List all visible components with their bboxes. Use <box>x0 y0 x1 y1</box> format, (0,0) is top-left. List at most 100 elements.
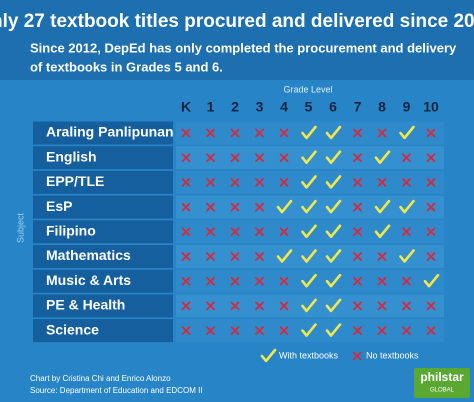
cross-mark <box>402 153 411 163</box>
cross-mark <box>181 301 191 311</box>
cross-mark <box>279 128 289 138</box>
source: Source: Department of Education and EDCO… <box>30 386 203 395</box>
cross-mark <box>230 326 240 335</box>
row-label: PE & Health <box>46 297 125 313</box>
legend-cross <box>352 351 362 361</box>
cross-mark <box>206 301 215 311</box>
row-label-box <box>33 319 173 343</box>
check-mark <box>325 125 342 140</box>
column-header: 1 <box>207 99 215 115</box>
subtitle: of textbooks in Grades 5 and 6. <box>30 59 223 74</box>
cross-mark <box>230 202 240 212</box>
cross-mark <box>426 153 436 163</box>
check-mark <box>301 150 317 164</box>
cross-mark <box>206 276 215 286</box>
cross-mark <box>353 202 362 212</box>
cross-mark <box>279 178 289 187</box>
cross-mark <box>353 252 362 261</box>
check-mark <box>374 150 391 164</box>
column-header: 10 <box>423 99 439 115</box>
legend-label: No textbooks <box>366 350 419 360</box>
cross-mark <box>426 128 436 138</box>
cross-mark <box>353 301 362 311</box>
row-label-box <box>33 220 173 244</box>
cross-mark <box>255 202 264 212</box>
check-mark <box>325 249 342 263</box>
column-header: 8 <box>378 99 386 115</box>
row-label-box <box>33 245 173 268</box>
check-mark <box>301 298 317 313</box>
cross-mark <box>402 326 411 335</box>
column-header: K <box>181 99 191 115</box>
row-label: Araling Panlipunan <box>46 124 174 140</box>
cross-mark <box>230 301 240 311</box>
cross-mark <box>353 128 362 138</box>
cross-mark <box>181 227 191 237</box>
check-mark <box>325 273 342 288</box>
column-header: 5 <box>305 99 313 115</box>
cross-mark <box>279 276 289 286</box>
cross-mark <box>230 252 240 261</box>
check-mark <box>325 175 342 189</box>
check-mark <box>301 249 317 263</box>
check-mark <box>325 199 342 214</box>
cross-mark <box>279 326 289 335</box>
cross-mark <box>377 252 387 261</box>
column-header: 6 <box>329 99 337 115</box>
title: Only 27 textbook titles procured and del… <box>0 11 474 32</box>
cross-mark <box>353 153 362 163</box>
cross-mark <box>230 276 240 286</box>
cross-mark <box>402 276 411 286</box>
cross-mark <box>255 252 264 261</box>
row-label: Mathematics <box>46 247 131 263</box>
check-mark <box>325 298 342 313</box>
check-mark <box>399 249 415 263</box>
cross-mark <box>206 153 215 163</box>
row-label: Music & Arts <box>46 272 131 288</box>
column-header: 4 <box>280 99 288 115</box>
check-mark <box>399 125 415 140</box>
column-header: 9 <box>403 99 411 115</box>
header-band <box>0 0 474 80</box>
logo-box <box>414 368 470 398</box>
cross-mark <box>353 178 362 187</box>
check-mark <box>301 199 317 214</box>
cross-mark <box>255 178 264 187</box>
check-mark <box>374 199 391 214</box>
cross-mark <box>181 326 191 335</box>
logo-sub: GLOBAL <box>430 388 455 394</box>
cross-mark <box>206 326 215 335</box>
column-header: 3 <box>256 99 264 115</box>
cross-mark <box>255 301 264 311</box>
row-label: Science <box>46 321 99 337</box>
cross-mark <box>402 178 411 187</box>
row-label: English <box>46 148 97 164</box>
cross-mark <box>426 326 436 335</box>
check-mark <box>301 323 317 337</box>
check-mark <box>301 125 317 140</box>
legend-check <box>260 348 277 363</box>
cross-mark <box>353 326 362 335</box>
cross-mark <box>230 128 240 138</box>
cross-mark <box>426 202 436 212</box>
cross-mark <box>255 128 264 138</box>
cross-mark <box>353 227 362 237</box>
cross-mark <box>206 128 215 138</box>
cross-mark <box>206 227 215 237</box>
row-label-box <box>33 195 173 219</box>
cross-mark <box>181 153 191 163</box>
cross-mark <box>230 227 240 237</box>
cross-mark <box>255 276 264 286</box>
subtitle: Since 2012, DepEd has only completed the… <box>30 40 457 55</box>
cross-mark <box>181 178 191 187</box>
cross-mark <box>255 153 264 163</box>
cross-mark <box>181 128 191 138</box>
cross-mark <box>426 252 436 261</box>
row-label-box <box>33 146 173 170</box>
row-label: EsP <box>46 198 72 214</box>
cross-mark <box>206 178 215 187</box>
check-mark <box>325 150 342 164</box>
row-label-box <box>33 170 173 194</box>
cross-mark <box>206 202 215 212</box>
